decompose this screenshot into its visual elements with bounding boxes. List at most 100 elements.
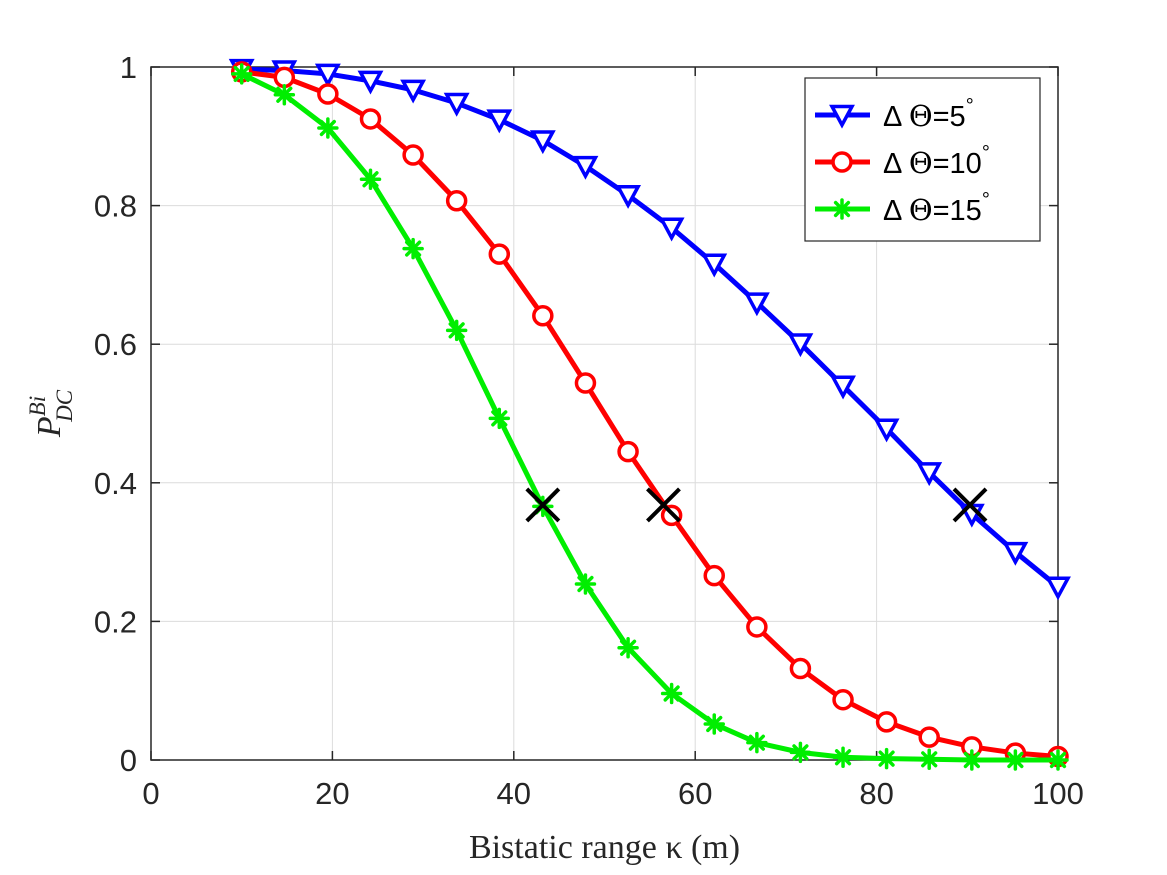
triangle-marker — [572, 155, 599, 180]
asterisk-stroke — [1049, 751, 1067, 769]
y-tick-label: 1 — [120, 50, 137, 85]
asterisk-stroke — [448, 322, 465, 339]
circle-marker — [402, 144, 424, 166]
asterisk-marker — [746, 731, 768, 754]
x-axis-label: Bistatic range κ (m) — [469, 829, 740, 866]
asterisk-stroke — [792, 744, 809, 761]
triangle-marker — [1002, 541, 1029, 566]
legend-entry-3: Δ Θ=15° — [815, 189, 990, 227]
x-tick-label: 0 — [142, 776, 159, 811]
y-tick-label: 0.2 — [94, 604, 137, 639]
asterisk-stroke — [362, 171, 379, 188]
legend-prefix: Δ — [883, 148, 909, 180]
legend-label: Δ Θ=10° — [883, 142, 990, 180]
triangle-marker — [615, 184, 642, 209]
circle-marker — [617, 440, 639, 463]
legend-symbol: Θ — [909, 99, 933, 133]
y-axis-label: PBiDC — [25, 389, 77, 438]
triangle-marker — [357, 70, 384, 95]
asterisk-stroke — [706, 715, 723, 733]
legend-entries: Δ Θ=5°Δ Θ=10°Δ Θ=15° — [815, 95, 990, 227]
triangle-marker — [743, 292, 770, 317]
asterisk-marker — [1047, 749, 1069, 771]
asterisk-stroke — [1007, 751, 1024, 769]
asterisk-marker — [789, 741, 812, 764]
cross-marker — [952, 487, 988, 523]
cross-stroke — [525, 487, 561, 523]
cross-marker — [525, 487, 561, 523]
annotation-layer — [525, 487, 988, 523]
circle-marker — [445, 189, 468, 212]
asterisk-marker — [831, 198, 853, 220]
cross-marker — [646, 487, 681, 523]
triangle-marker — [701, 253, 728, 278]
asterisk-marker — [230, 63, 253, 85]
triangle-marker — [830, 375, 856, 400]
legend-symbol: Θ — [909, 193, 933, 227]
legend-value: =10 — [933, 148, 982, 180]
circle-marker — [875, 711, 898, 733]
circle-marker — [359, 108, 382, 130]
asterisk-stroke — [233, 65, 250, 83]
circle-marker — [746, 616, 768, 638]
asterisk-stroke — [833, 200, 851, 218]
axis-ticks: 0 20 40 60 80 100 0 0.2 0.4 0.6 0.8 1 — [94, 50, 1084, 811]
asterisk-marker — [832, 746, 854, 768]
triangle-marker — [787, 333, 814, 358]
asterisk-stroke — [748, 734, 765, 751]
circle-marker — [574, 372, 597, 394]
cross-stroke — [952, 487, 988, 523]
asterisk-marker — [660, 682, 683, 705]
x-tick-label: 60 — [678, 776, 712, 811]
triangle-marker — [400, 79, 427, 104]
asterisk-stroke — [577, 575, 594, 593]
triangle-marker — [486, 109, 513, 134]
asterisk-stroke — [619, 639, 637, 656]
asterisk-marker — [961, 749, 983, 771]
legend-entry-1: Δ Θ=5° — [815, 95, 974, 133]
x-tick-label: 100 — [1032, 776, 1084, 811]
circle-marker — [832, 688, 854, 711]
asterisk-marker — [617, 636, 639, 659]
asterisk-marker — [918, 748, 940, 771]
cross-stroke — [646, 487, 681, 523]
asterisk-marker — [317, 117, 339, 139]
circle-marker — [273, 66, 296, 89]
asterisk-marker — [445, 319, 468, 342]
triangle-marker — [873, 418, 900, 443]
circle-marker — [703, 564, 725, 587]
y-tick-label: 0.4 — [94, 466, 137, 501]
triangle-marker — [529, 130, 556, 155]
circle-marker — [488, 243, 511, 265]
asterisk-stroke — [921, 751, 938, 768]
plot-frame — [150, 66, 1059, 761]
asterisk-stroke — [276, 86, 293, 103]
legend-value: =5 — [933, 101, 966, 133]
x-tick-label: 20 — [315, 776, 349, 811]
y-tick-label: 0 — [120, 743, 137, 778]
asterisk-marker — [359, 168, 382, 191]
legend-symbol: Θ — [909, 146, 933, 180]
legend: Δ Θ=5°Δ Θ=10°Δ Θ=15° — [804, 77, 1041, 242]
asterisk-stroke — [319, 119, 336, 137]
triangle-marker — [916, 462, 943, 487]
legend-label: Δ Θ=5° — [883, 95, 974, 133]
asterisk-stroke — [834, 749, 852, 766]
asterisk-marker — [402, 237, 424, 260]
triangle-marker — [314, 63, 341, 88]
asterisk-marker — [273, 83, 296, 106]
asterisk-marker — [875, 747, 898, 770]
y-axis-label-sup: Bi — [25, 396, 50, 416]
legend-degree: ° — [982, 189, 990, 211]
y-tick-label: 0.8 — [94, 189, 137, 224]
circle-marker — [317, 83, 339, 105]
x-tick-label: 80 — [859, 776, 893, 811]
circle-marker — [831, 151, 853, 173]
asterisk-stroke — [878, 750, 895, 767]
legend-degree: ° — [982, 142, 990, 164]
legend-label: Δ Θ=15° — [883, 189, 990, 227]
asterisk-stroke — [663, 685, 680, 702]
triangle-marker — [658, 217, 685, 242]
y-tick-label: 0.6 — [94, 327, 137, 362]
